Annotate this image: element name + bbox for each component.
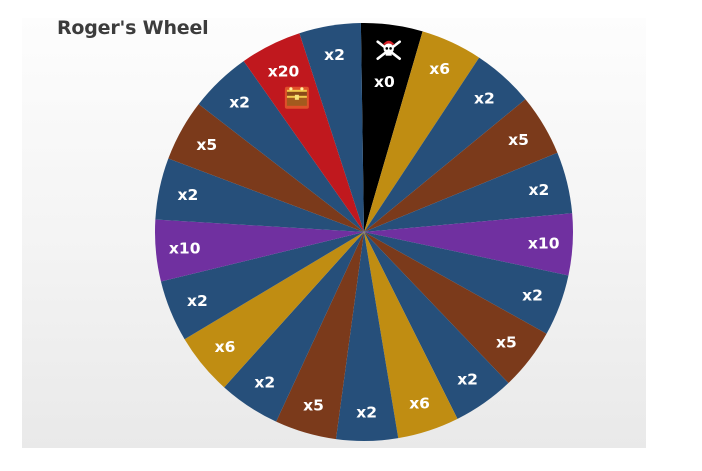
segment-label: x5 xyxy=(196,136,217,154)
wheel-segment-x6 xyxy=(184,232,364,388)
segment-label: x2 xyxy=(187,292,208,310)
wheel-segment-x6 xyxy=(364,232,458,439)
segment-label: x2 xyxy=(178,186,199,204)
segment-label: x0 xyxy=(374,73,395,91)
segment-label: x10 xyxy=(528,234,560,252)
segment-label: x2 xyxy=(356,404,377,422)
wheel-segment-x2 xyxy=(335,232,399,442)
segment-label: x20 xyxy=(268,63,300,81)
wheel-segment-x10 xyxy=(364,213,573,276)
treasure-chest-icon xyxy=(284,86,309,109)
wheel-segment-x2 xyxy=(364,152,573,232)
segment-label: x5 xyxy=(508,131,529,149)
segment-label: x5 xyxy=(496,334,517,352)
segment-label: x6 xyxy=(215,338,236,356)
wheel-segment-x5 xyxy=(364,99,558,232)
segment-label: x5 xyxy=(303,396,324,414)
segment-label: x2 xyxy=(324,46,345,64)
segment-label: x10 xyxy=(169,240,201,258)
wheel-segment-x2 xyxy=(198,61,364,232)
segment-label: x2 xyxy=(522,287,543,305)
segment-label: x2 xyxy=(457,371,478,389)
wheel-segment-x2 xyxy=(299,23,364,232)
segment-label: x2 xyxy=(254,374,275,392)
wheel-segment-x5 xyxy=(276,232,364,440)
wheel-segment-x2 xyxy=(364,232,509,419)
segment-label: x2 xyxy=(529,181,550,199)
segment-label: x6 xyxy=(429,60,450,78)
skull-crossbones-icon xyxy=(376,40,402,61)
wheel-segment-x5 xyxy=(168,104,364,232)
wheel-segment-x0 xyxy=(360,22,423,232)
wheel-segment-x20 xyxy=(243,33,364,233)
segment-label: x2 xyxy=(474,90,495,108)
wheel-segment-x2 xyxy=(364,57,526,232)
wheel-segment-x2 xyxy=(224,232,364,422)
segment-label: x6 xyxy=(409,395,430,413)
wheel-segment-x2 xyxy=(364,232,569,334)
wheel-segment-x5 xyxy=(364,232,547,384)
wheel-segment-x2 xyxy=(160,232,364,340)
page-title: Roger's Wheel xyxy=(57,17,209,39)
wheel-segment-x6 xyxy=(364,31,480,232)
wheel-segment-x2 xyxy=(155,158,364,232)
wheel-segment-x10 xyxy=(154,219,364,282)
segment-label: x2 xyxy=(229,93,250,111)
